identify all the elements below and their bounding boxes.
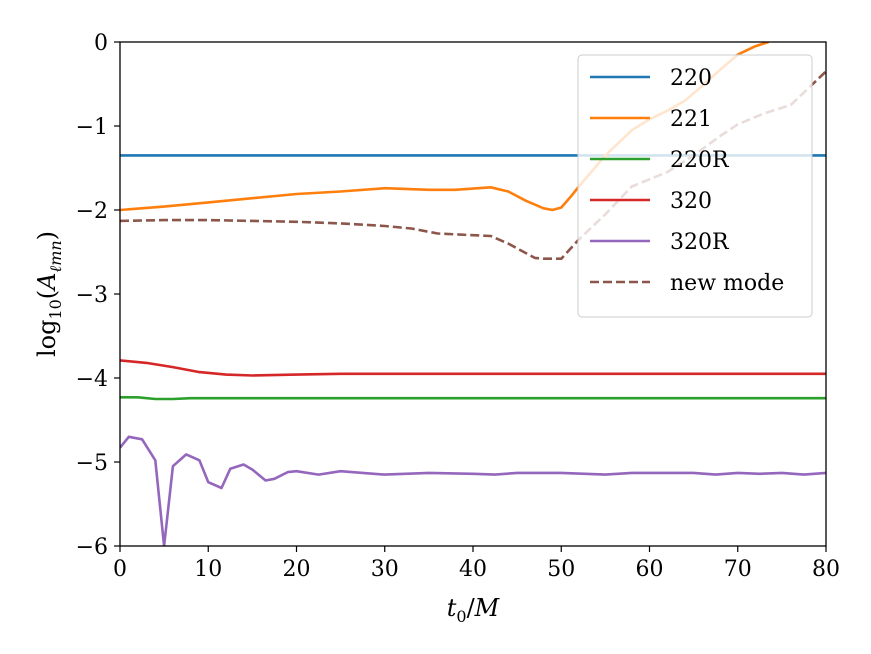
- legend-box: [577, 54, 813, 318]
- legend-entry-label: 220R: [670, 148, 730, 173]
- x-tick-label: 20: [283, 557, 311, 582]
- x-axis-label: t0/M: [447, 594, 501, 626]
- y-axis-label-group: log10(Aℓmn): [33, 231, 65, 357]
- x-tick-label: 30: [371, 557, 399, 582]
- legend-entry-label: 320: [670, 189, 712, 214]
- y-tick-label: 0: [94, 31, 108, 56]
- legend-entry-label: 221: [670, 107, 712, 132]
- y-tick-label: −6: [76, 535, 108, 560]
- series-line-320r: [120, 435, 826, 546]
- x-tick-label: 40: [459, 557, 487, 582]
- x-tick-label: 0: [113, 557, 127, 582]
- legend: 220 221 220R 320 320R new mode: [577, 54, 813, 318]
- series-line-220r: [120, 396, 826, 401]
- x-tick-label: 10: [194, 557, 222, 582]
- x-tick-label: 70: [724, 557, 752, 582]
- y-tick-label: −2: [76, 199, 108, 224]
- y-tick-label: −1: [76, 115, 108, 140]
- x-tick-label: 50: [547, 557, 575, 582]
- y-axis-label: log10(Aℓmn): [33, 231, 65, 357]
- x-tick-label: 80: [812, 557, 840, 582]
- x-tick-label: 60: [636, 557, 664, 582]
- axis-ticks: 0 10 20 30 40 50 60 70 80 0 −1 −2 −3 −4 −5 −6: [76, 31, 840, 582]
- y-tick-label: −3: [76, 283, 108, 308]
- y-tick-label: −5: [76, 451, 108, 476]
- series-line-320: [120, 359, 826, 377]
- legend-entry-label: 320R: [670, 230, 730, 255]
- legend-entry-label: new mode: [670, 271, 784, 296]
- legend-entry-label: 220: [670, 66, 712, 91]
- y-tick-label: −4: [76, 367, 108, 392]
